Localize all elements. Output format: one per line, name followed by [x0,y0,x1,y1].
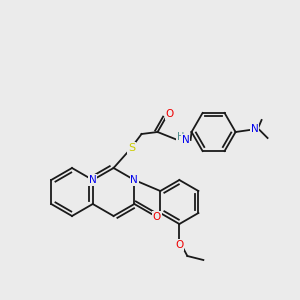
Text: N: N [89,175,97,185]
Text: H: H [177,132,184,142]
Text: S: S [128,143,135,153]
Text: O: O [153,212,161,222]
Text: O: O [165,109,174,119]
Text: N: N [130,175,138,185]
Text: O: O [175,240,184,250]
Text: N: N [182,135,189,145]
Text: N: N [251,124,258,134]
